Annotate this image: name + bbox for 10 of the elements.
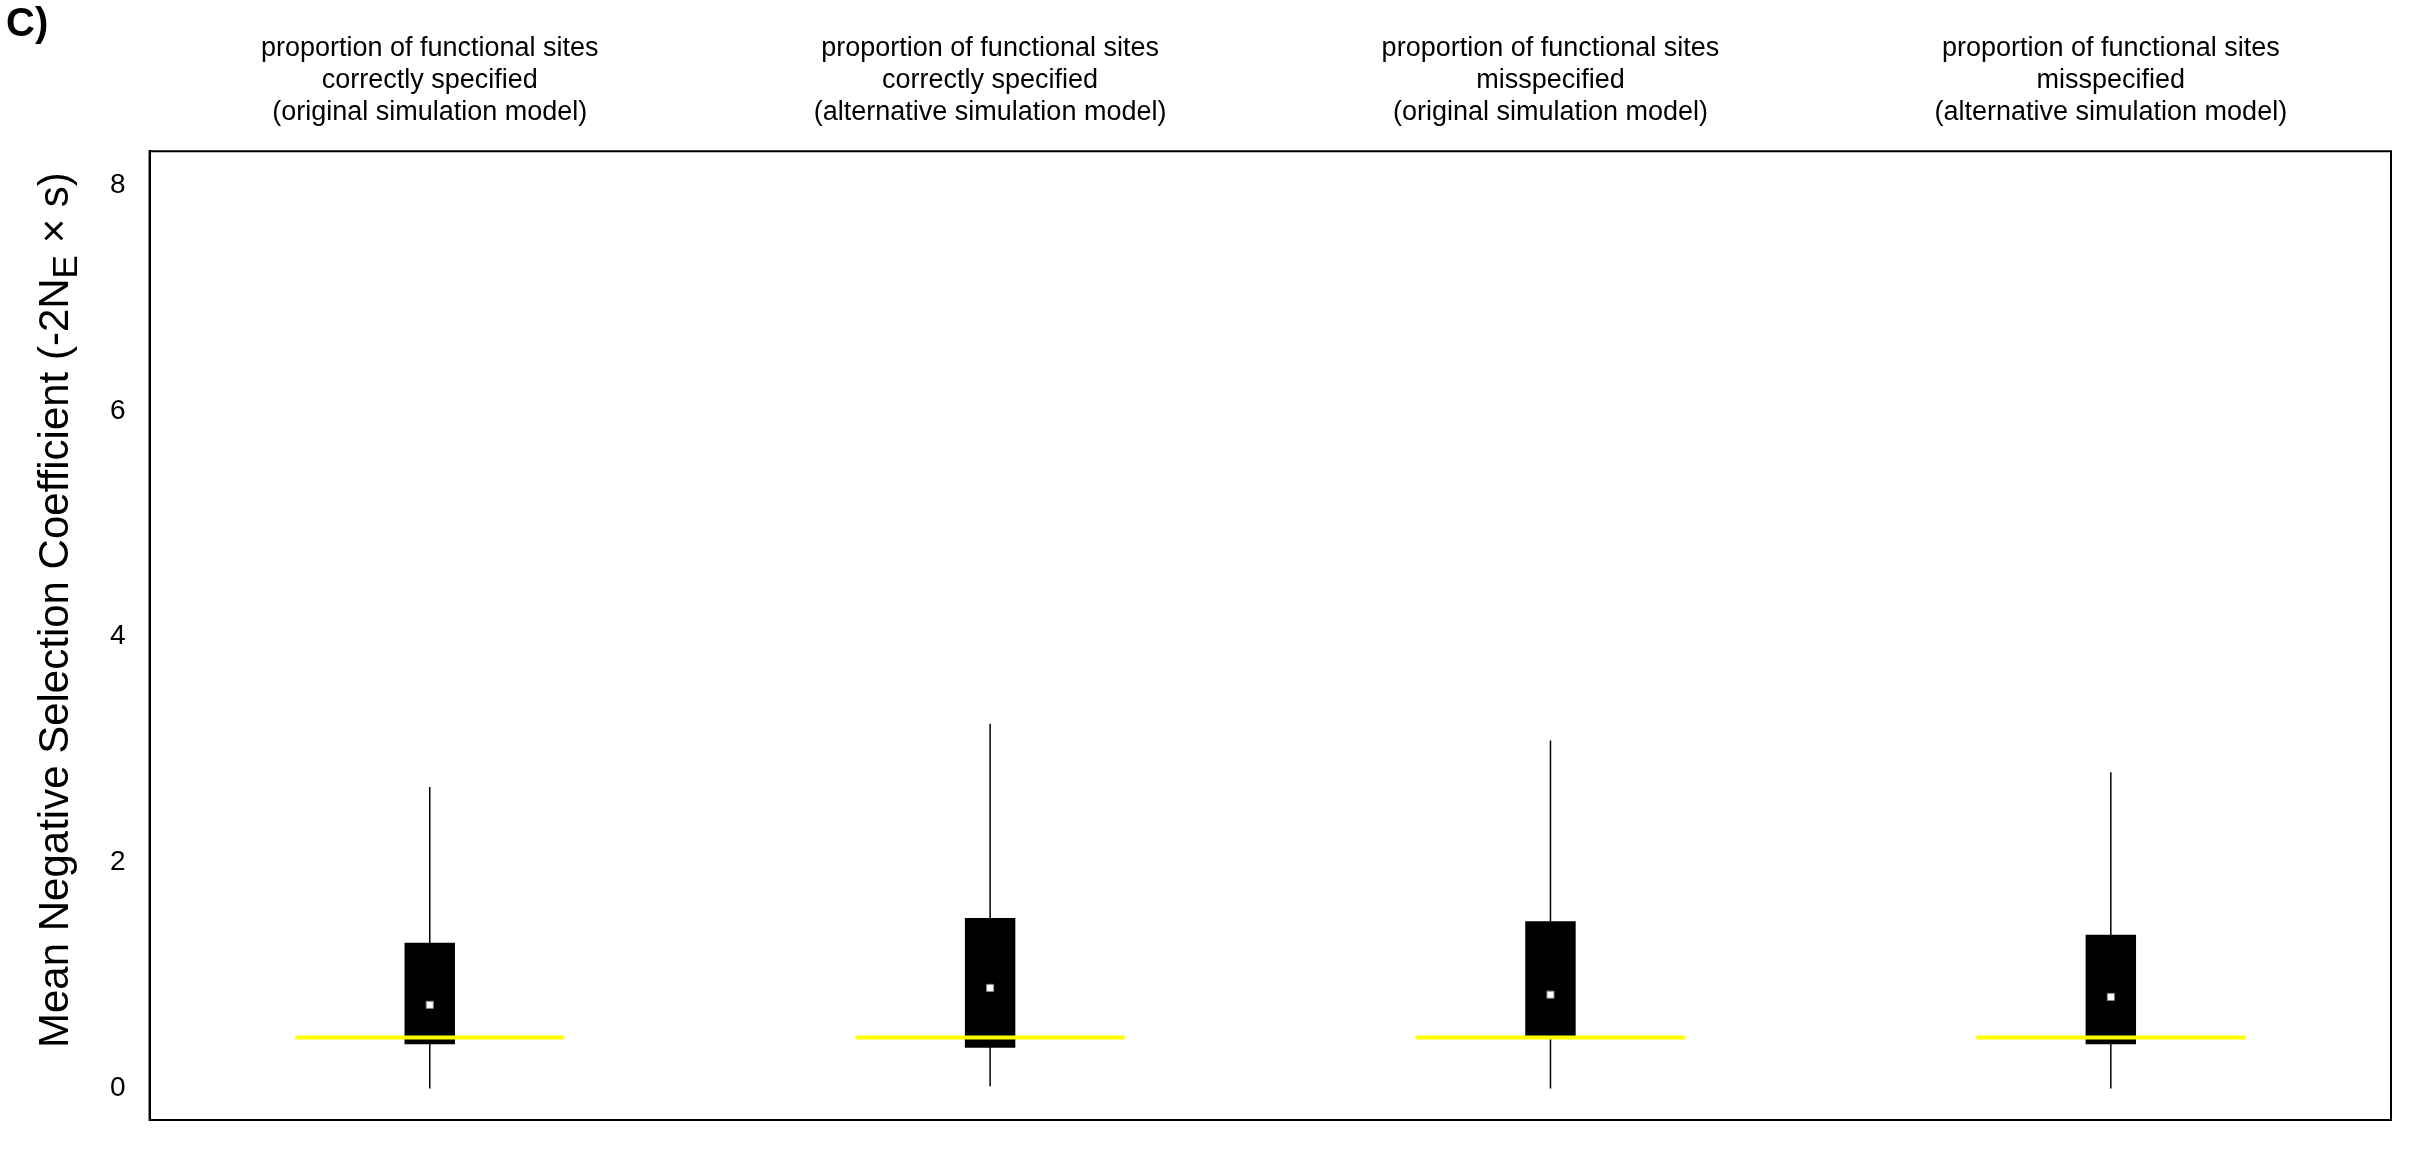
- x-tick-label: proportion of functional sites misspecified (original simulation model): [1381, 31, 1720, 127]
- x-tick-label: proportion of functional sites misspecified (alternative simulation model): [1934, 31, 2288, 127]
- y-tick-label: 2: [109, 845, 126, 877]
- y-tick-label: 6: [109, 393, 126, 425]
- y-tick-label: 0: [109, 1071, 126, 1103]
- x-tick-label: proportion of functional sites correctly specified (alternative simulation model): [813, 31, 1167, 127]
- text: C): [6, 0, 49, 44]
- x-tick-label: proportion of functional sites correctly specified (original simulation model): [260, 31, 599, 127]
- y-tick-label: 4: [109, 619, 126, 651]
- y-tick-label: 8: [109, 167, 126, 199]
